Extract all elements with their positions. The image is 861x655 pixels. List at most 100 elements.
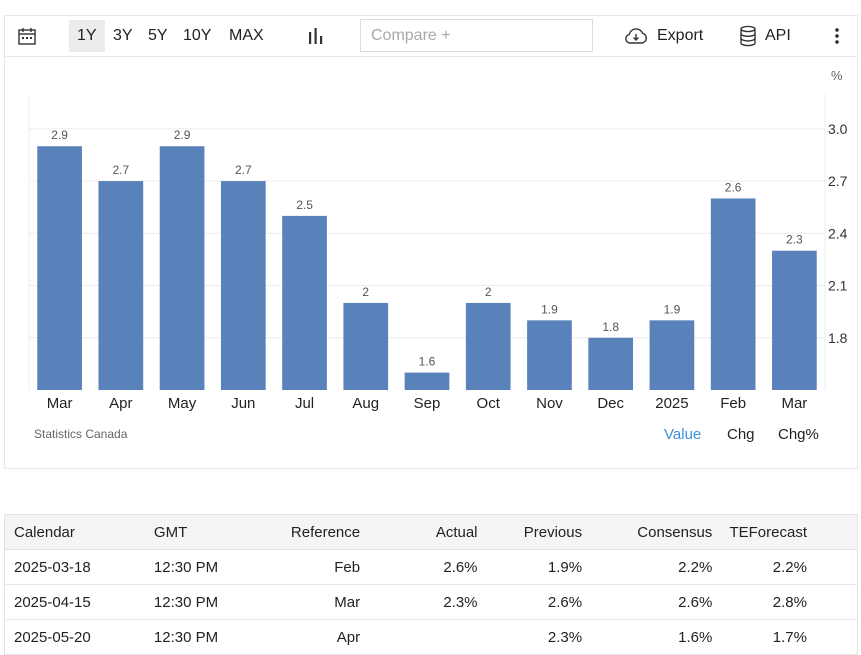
data-label: 2.9 — [174, 128, 191, 142]
cell-previous: 1.9% — [477, 549, 583, 585]
more-vertical-icon[interactable] — [829, 26, 845, 46]
cell-teforecast: 2.2% — [712, 549, 858, 585]
cell-teforecast: 1.7% — [712, 619, 858, 655]
x-tick-label: Oct — [477, 395, 501, 412]
range-1y-button[interactable]: 1Y — [69, 20, 105, 52]
data-label: 2.7 — [113, 163, 130, 177]
x-tick-label: Mar — [781, 395, 807, 412]
api-label: API — [765, 27, 791, 44]
x-tick-label: Apr — [109, 395, 132, 412]
cell-gmt: 12:30 PM — [153, 584, 287, 620]
bar — [465, 302, 511, 390]
bar — [710, 198, 756, 390]
mode-value-button[interactable]: Value — [664, 426, 702, 443]
x-tick-label: Sep — [414, 395, 441, 412]
cell-calendar: 2025-05-20 — [4, 619, 154, 655]
bar — [159, 146, 205, 390]
cell-previous: 2.3% — [477, 619, 583, 655]
bar — [404, 372, 450, 390]
cell-teforecast: 2.8% — [712, 584, 858, 620]
database-icon — [740, 25, 756, 47]
cell-consensus: 2.2% — [582, 549, 713, 585]
source-label: Statistics Canada — [34, 427, 128, 441]
export-label: Export — [657, 27, 704, 44]
cell-calendar: 2025-03-18 — [4, 549, 154, 585]
chart-toolbar: 1Y 3Y 5Y 10Y MAX Export — [5, 16, 857, 57]
export-button[interactable]: Export — [623, 26, 703, 46]
x-tick-label: Mar — [47, 395, 73, 412]
x-tick-label: 2025 — [655, 395, 688, 412]
bar — [588, 337, 634, 390]
data-label: 1.9 — [664, 302, 681, 316]
cell-actual: 2.6% — [360, 549, 478, 585]
table-row: 2025-03-18 12:30 PM Feb 2.6% 1.9% 2.2% 2… — [4, 549, 858, 585]
data-label: 2.9 — [51, 128, 68, 142]
x-tick-label: Dec — [597, 395, 624, 412]
mode-chg-button[interactable]: Chg — [727, 426, 755, 443]
compare-input[interactable] — [360, 19, 593, 52]
cell-gmt: 12:30 PM — [153, 619, 287, 655]
y-tick-label: 2.1 — [828, 278, 848, 294]
bar-chart-icon[interactable] — [307, 27, 325, 45]
cell-gmt: 12:30 PM — [153, 549, 287, 585]
data-label: 1.9 — [541, 302, 558, 316]
cell-calendar: 2025-04-15 — [4, 584, 154, 620]
x-tick-label: Jun — [231, 395, 255, 412]
data-label: 2 — [485, 285, 492, 299]
y-tick-label: 2.7 — [828, 173, 848, 189]
x-tick-label: Feb — [720, 395, 746, 412]
bar — [282, 215, 327, 390]
table-row: 2025-05-20 12:30 PM Apr 2.3% 1.6% 1.7% — [4, 619, 858, 655]
bar-chart: 3.0 2.7 2.4 2.1 1.8 2.9 Mar 2.7 Apr 2.9 May 2.7 Jun 2… — [28, 94, 848, 412]
data-label: 2.7 — [235, 163, 252, 177]
data-label: 2.5 — [296, 198, 313, 212]
calendar-icon[interactable] — [17, 26, 39, 48]
cell-actual: 2.3% — [360, 584, 478, 620]
cell-reference: Mar — [286, 584, 361, 620]
x-tick-label: Nov — [536, 395, 563, 412]
header-consensus[interactable]: Consensus — [582, 514, 713, 550]
range-10y-button[interactable]: 10Y — [183, 27, 212, 44]
calendar-table: Calendar GMT Reference Actual Previous C… — [4, 514, 858, 655]
y-tick-label: 2.4 — [828, 225, 848, 241]
y-tick-label: 1.8 — [828, 330, 848, 346]
unit-label: % — [831, 68, 843, 83]
range-3y-button[interactable]: 3Y — [113, 27, 133, 44]
cloud-download-icon — [625, 28, 647, 44]
range-5y-button[interactable]: 5Y — [148, 27, 168, 44]
bar — [527, 320, 572, 390]
header-calendar[interactable]: Calendar — [4, 514, 154, 550]
header-gmt[interactable]: GMT — [153, 514, 287, 550]
y-tick-label: 3.0 — [828, 121, 848, 137]
bar — [343, 302, 389, 390]
x-tick-label: Jul — [295, 395, 314, 412]
api-button[interactable]: API — [739, 25, 791, 47]
cell-previous: 2.6% — [477, 584, 583, 620]
bar — [37, 146, 82, 390]
bar — [772, 250, 817, 390]
data-label: 1.6 — [419, 355, 436, 369]
header-actual[interactable]: Actual — [360, 514, 478, 550]
data-label: 2 — [362, 285, 369, 299]
range-max-button[interactable]: MAX — [229, 27, 264, 44]
cell-actual — [360, 619, 478, 655]
bar — [649, 320, 695, 390]
data-label: 2.6 — [725, 180, 742, 194]
data-label: 1.8 — [602, 320, 619, 334]
bar — [98, 181, 144, 390]
cell-consensus: 2.6% — [582, 584, 713, 620]
table-header-row: Calendar GMT Reference Actual Previous C… — [4, 514, 858, 550]
header-reference[interactable]: Reference — [286, 514, 361, 550]
header-previous[interactable]: Previous — [477, 514, 583, 550]
x-tick-label: Aug — [352, 395, 379, 412]
cell-consensus: 1.6% — [582, 619, 713, 655]
x-tick-label: May — [168, 395, 197, 412]
cell-reference: Feb — [286, 549, 361, 585]
data-label: 2.3 — [786, 233, 803, 247]
chart-widget: 1Y 3Y 5Y 10Y MAX Export — [4, 15, 858, 469]
header-teforecast[interactable]: TEForecast — [712, 514, 858, 550]
mode-chg-percent-button[interactable]: Chg% — [778, 426, 819, 443]
table-row: 2025-04-15 12:30 PM Mar 2.3% 2.6% 2.6% 2… — [4, 584, 858, 620]
cell-reference: Apr — [286, 619, 361, 655]
bar — [220, 181, 266, 390]
